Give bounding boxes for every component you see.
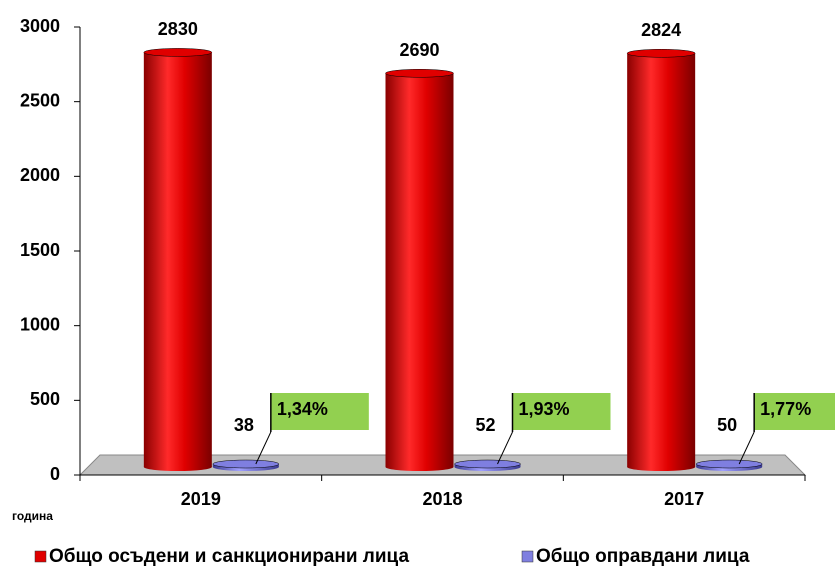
- bar: [385, 73, 454, 467]
- data-label: 2690: [399, 40, 439, 60]
- bar-top: [385, 69, 454, 78]
- data-label: 52: [475, 415, 495, 435]
- annotation-box: [270, 393, 369, 430]
- annotation: 1,77%: [760, 399, 811, 419]
- x-axis-label: година: [12, 509, 53, 523]
- data-label: 2824: [641, 20, 681, 40]
- legend-label: Общо оправдани лица: [536, 546, 750, 567]
- leader-line: [738, 431, 755, 465]
- legend-swatch: [34, 550, 47, 563]
- bar-top: [626, 49, 696, 58]
- y-tick-label: 3000: [20, 16, 60, 36]
- y-tick-label: 2000: [20, 165, 60, 185]
- bar-top: [454, 459, 521, 469]
- leader-line: [497, 431, 513, 465]
- annotation: 1,93%: [519, 399, 570, 419]
- data-label: 2830: [158, 19, 198, 39]
- legend-swatch: [521, 550, 534, 563]
- y-tick-label: 500: [30, 389, 60, 409]
- data-label: 38: [234, 415, 254, 435]
- bar: [627, 53, 696, 468]
- x-tick-label: 2019: [181, 489, 221, 509]
- y-tick-label: 0: [50, 464, 60, 484]
- y-tick-label: 2500: [20, 90, 60, 110]
- data-label: 50: [717, 415, 737, 435]
- leader-line: [255, 431, 272, 465]
- y-tick-label: 1500: [20, 240, 60, 260]
- x-tick-label: 2017: [664, 489, 704, 509]
- y-tick-label: 1000: [20, 314, 60, 334]
- bar-top: [143, 48, 213, 57]
- annotation: 1,34%: [277, 399, 328, 419]
- bar-top: [695, 459, 763, 469]
- bar-top: [212, 459, 280, 469]
- annotation-box: [512, 393, 611, 430]
- legend-label: Общо осъдени и санкционирани лица: [49, 546, 409, 567]
- annotation-box: [754, 393, 835, 430]
- x-tick-label: 2018: [422, 489, 462, 509]
- bar: [143, 52, 212, 468]
